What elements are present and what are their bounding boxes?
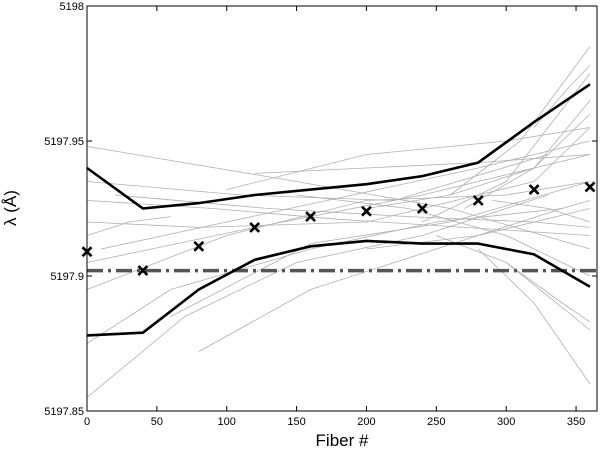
background-trace-13 <box>254 154 591 174</box>
background-trace-11 <box>198 200 591 352</box>
background-trace-17 <box>450 46 591 196</box>
y-tick-label-0: 5197.85 <box>44 406 84 418</box>
background-trace-12 <box>226 127 591 190</box>
background-trace-21 <box>492 200 591 223</box>
plot-frame <box>86 5 598 412</box>
background-trace-22 <box>505 262 591 323</box>
x-tick-label-1: 50 <box>151 416 163 428</box>
x-tick-label-7: 350 <box>567 416 585 428</box>
background-trace-10 <box>170 181 591 317</box>
background-trace-14 <box>296 194 591 277</box>
background-trace-0 <box>86 154 591 263</box>
background-trace-15 <box>366 113 591 209</box>
x-axis-ticks: 0 50 100 150 200 250 300 350 <box>84 6 585 428</box>
y-axis-ticks: 5197.85 5197.9 5197.95 5198 <box>44 1 597 418</box>
x-tick-label-5: 250 <box>427 416 445 428</box>
background-trace-5 <box>86 127 591 228</box>
background-trace-6 <box>100 140 591 250</box>
background-trace-20 <box>464 100 591 209</box>
x-marker-6 <box>416 203 428 214</box>
x-marker-3 <box>249 221 261 233</box>
x-marker-5 <box>361 205 372 217</box>
envelope-lines <box>86 83 591 337</box>
background-trace-23 <box>533 65 591 128</box>
lower-envelope <box>86 239 591 337</box>
y-tick-label-3: 5198 <box>60 1 84 13</box>
y-axis-title: λ (Å) <box>1 190 20 226</box>
x-marker-9 <box>584 181 596 193</box>
x-axis-title: Fiber # <box>316 431 369 450</box>
x-tick-label-0: 0 <box>84 416 90 428</box>
x-tick-label-2: 100 <box>218 416 236 428</box>
background-trace-9 <box>114 194 591 228</box>
background-trace-24 <box>366 208 591 250</box>
x-marker-4 <box>305 211 316 223</box>
x-tick-label-6: 300 <box>497 416 515 428</box>
background-traces <box>86 46 591 398</box>
background-trace-3 <box>86 146 591 250</box>
y-tick-label-1: 5197.9 <box>50 271 84 283</box>
x-marker-8 <box>528 184 540 196</box>
x-tick-label-4: 200 <box>357 416 375 428</box>
y-tick-label-2: 5197.95 <box>44 136 84 148</box>
x-marker-1 <box>137 265 149 277</box>
upper-envelope <box>86 83 591 210</box>
x-marker-2 <box>193 240 205 252</box>
background-trace-16 <box>422 73 591 223</box>
background-trace-19 <box>477 248 591 385</box>
background-trace-7 <box>86 194 549 398</box>
x-marker-7 <box>472 194 484 206</box>
x-tick-label-3: 150 <box>287 416 305 428</box>
background-trace-25 <box>86 216 171 236</box>
